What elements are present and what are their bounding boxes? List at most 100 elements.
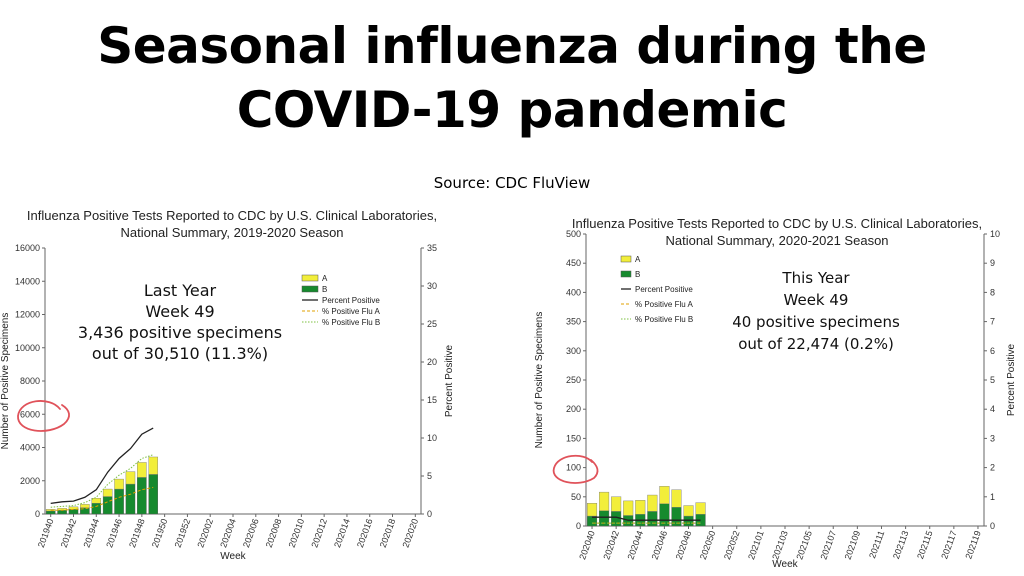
chart-subtitle: National Summary, 2019-2020 Season xyxy=(120,225,343,240)
y2-tick-label: 4 xyxy=(990,404,995,414)
y-tick-label: 0 xyxy=(576,521,581,531)
bar-flu-a xyxy=(125,471,136,485)
legend-label: A xyxy=(322,274,328,283)
y2-tick-label: 35 xyxy=(427,243,437,253)
bar-flu-a xyxy=(148,456,158,475)
bar-flu-a xyxy=(137,462,147,478)
x-tick-label: 202020 xyxy=(401,517,421,549)
x-tick-label: 202014 xyxy=(332,517,352,549)
bar-flu-b xyxy=(599,510,610,527)
x-tick-label: 202107 xyxy=(818,529,838,561)
y2-tick-label: 2 xyxy=(990,463,995,473)
title-line-2: COVID-19 pandemic xyxy=(236,81,788,139)
x-tick-label: 201942 xyxy=(59,517,79,549)
y-tick-label: 6000 xyxy=(20,409,40,419)
legend-label: A xyxy=(635,255,641,264)
x-tick-label: 202002 xyxy=(195,517,215,549)
y2-tick-label: 10 xyxy=(427,433,437,443)
y2-tick-label: 6 xyxy=(990,346,995,356)
y-tick-label: 2000 xyxy=(20,476,40,486)
x-tick-label: 202105 xyxy=(794,529,814,561)
y2-tick-label: 1 xyxy=(990,492,995,502)
y-axis-label: Number of Positive Specimens xyxy=(534,312,545,449)
bar-flu-a xyxy=(114,478,124,490)
bar-flu-b xyxy=(57,510,67,515)
chart-title: Influenza Positive Tests Reported to CDC… xyxy=(27,208,437,223)
x-tick-label: 201950 xyxy=(150,517,170,549)
y2-tick-label: 9 xyxy=(990,258,995,268)
y-tick-label: 350 xyxy=(566,317,581,327)
bar-flu-b xyxy=(91,502,102,515)
x-tick-label: 201944 xyxy=(81,517,101,549)
y-tick-label: 500 xyxy=(566,229,581,239)
y-tick-label: 400 xyxy=(566,287,581,297)
x-tick-label: 202119 xyxy=(963,529,982,560)
y-tick-label: 16000 xyxy=(15,243,40,253)
title-line-1: Seasonal influenza during the xyxy=(97,17,927,75)
y-tick-label: 12000 xyxy=(15,310,40,320)
source-caption: Source: CDC FluView xyxy=(433,174,591,192)
x-tick-label: 202101 xyxy=(746,529,766,561)
y-tick-label: 150 xyxy=(566,433,581,443)
x-tick-label: 202052 xyxy=(722,529,742,561)
annotation-line: Week 49 xyxy=(784,291,849,309)
chart-subtitle: National Summary, 2020-2021 Season xyxy=(665,233,888,248)
annotation-line: Week 49 xyxy=(145,302,214,321)
y-tick-label: 8000 xyxy=(20,376,40,386)
line-percent-flu-a xyxy=(50,486,154,511)
bar-flu-b xyxy=(148,474,158,515)
x-tick-label: 202117 xyxy=(939,529,958,560)
y-tick-label: 4000 xyxy=(20,443,40,453)
y2-tick-label: 30 xyxy=(427,281,437,291)
annotation-line: Last Year xyxy=(144,281,217,300)
x-tick-label: 202109 xyxy=(843,529,863,561)
bar-flu-a xyxy=(647,494,658,512)
y2-tick-label: 3 xyxy=(990,433,995,443)
y2-tick-label: 0 xyxy=(990,521,995,531)
y2-axis-label: Percent Positive xyxy=(1006,343,1017,416)
y-tick-label: 100 xyxy=(566,463,581,473)
line-percent-positive xyxy=(592,516,701,521)
bar-flu-b xyxy=(102,496,113,515)
y2-tick-label: 8 xyxy=(990,287,995,297)
bar-flu-a xyxy=(611,496,622,512)
bar-flu-a xyxy=(599,491,610,512)
y-tick-label: 14000 xyxy=(15,276,40,286)
y2-tick-label: 15 xyxy=(427,395,437,405)
x-tick-label: 202040 xyxy=(577,529,597,561)
legend-swatch-b xyxy=(620,270,632,278)
x-tick-label: 202006 xyxy=(241,517,261,549)
y2-tick-label: 0 xyxy=(427,509,432,519)
chart-2020-2021: Influenza Positive Tests Reported to CDC… xyxy=(534,216,1017,570)
x-tick-label: 202010 xyxy=(287,517,307,549)
x-axis-label: Week xyxy=(220,551,246,562)
y2-tick-label: 10 xyxy=(990,229,1000,239)
x-tick-label: 202012 xyxy=(309,517,329,549)
x-tick-label: 202103 xyxy=(770,529,790,561)
x-tick-label: 202008 xyxy=(264,517,284,549)
x-tick-label: 201940 xyxy=(36,517,56,549)
bar-flu-a xyxy=(623,500,634,516)
y2-tick-label: 20 xyxy=(427,357,437,367)
x-tick-label: 202115 xyxy=(915,529,934,560)
line-percent-positive xyxy=(50,427,154,505)
legend-swatch-a xyxy=(620,255,632,263)
x-tick-label: 202048 xyxy=(674,529,694,561)
x-axis-label: Week xyxy=(772,559,798,570)
x-tick-label: 202018 xyxy=(378,517,398,549)
bar-flu-a xyxy=(587,503,598,517)
annotation-line: out of 30,510 (11.3%) xyxy=(92,344,268,363)
bar-flu-a xyxy=(683,505,694,517)
y2-tick-label: 5 xyxy=(427,471,432,481)
bar-flu-a xyxy=(80,504,90,508)
legend-swatch-a xyxy=(301,274,319,282)
legend-label: Percent Positive xyxy=(635,285,693,294)
x-tick-label: 202046 xyxy=(650,529,670,561)
legend-swatch-b xyxy=(301,285,319,293)
y2-tick-label: 7 xyxy=(990,317,995,327)
x-tick-label: 202004 xyxy=(218,517,238,549)
bar-flu-a xyxy=(671,489,682,508)
y-tick-label: 50 xyxy=(571,492,581,502)
x-tick-label: 202113 xyxy=(891,529,910,560)
y2-axis-label: Percent Positive xyxy=(444,344,455,417)
